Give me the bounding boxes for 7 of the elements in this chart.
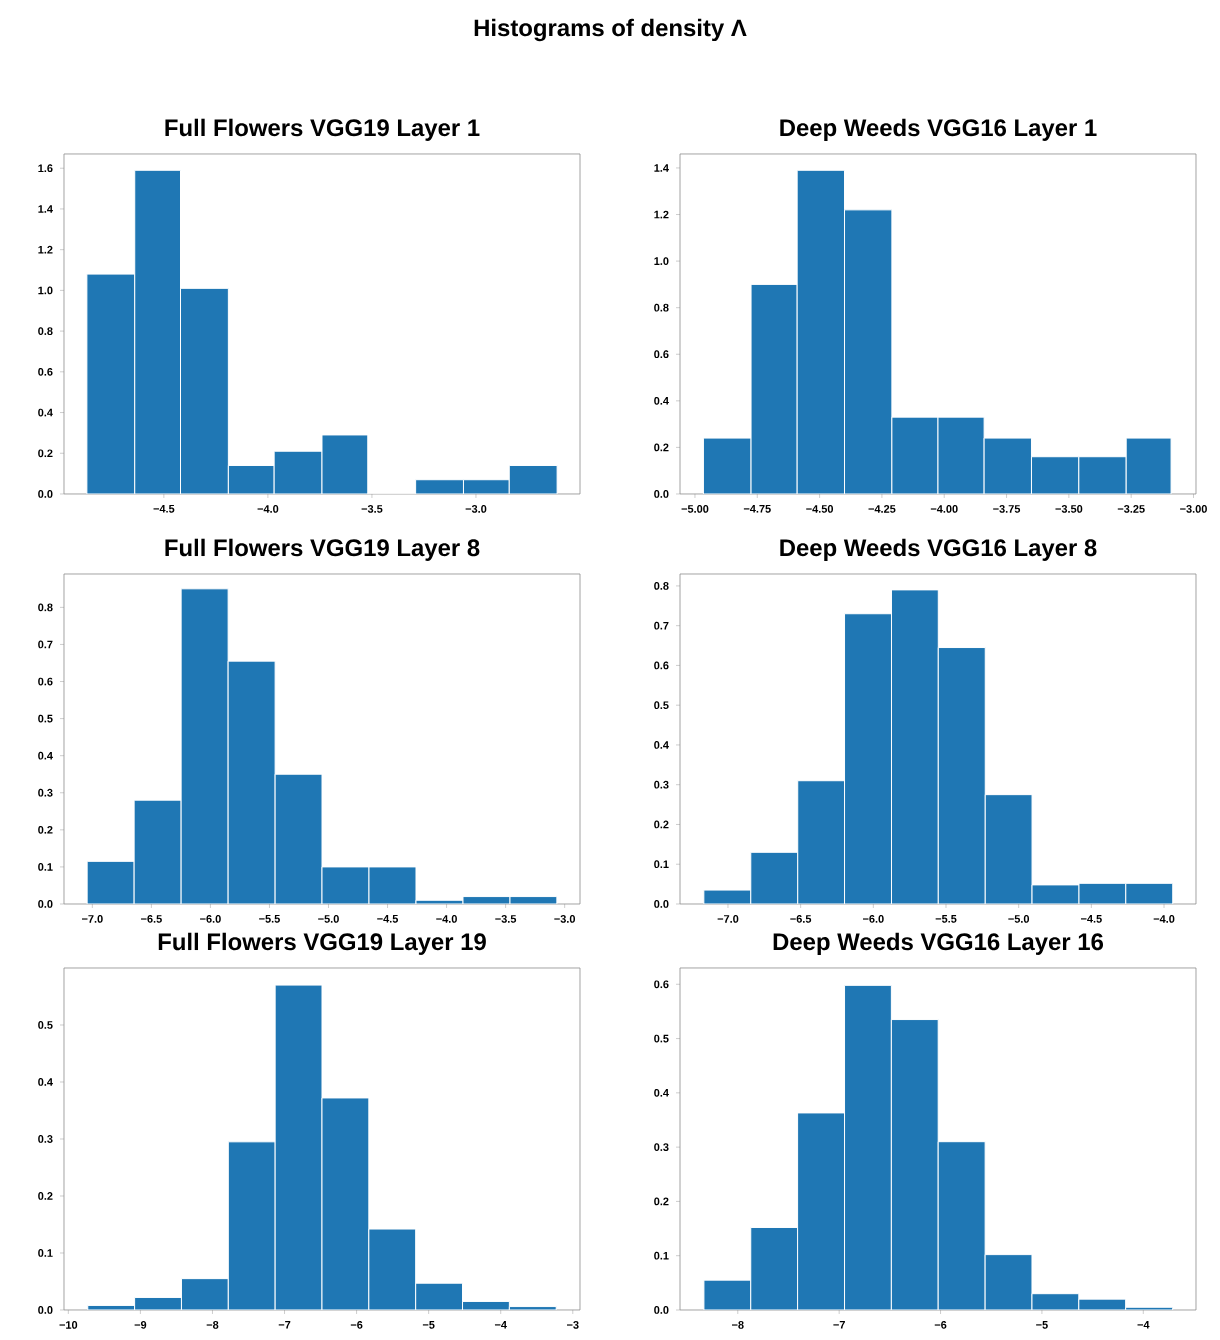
chart-title: Full Flowers VGG19 Layer 1	[165, 118, 480, 141]
text: Histograms of density Λ	[474, 18, 747, 42]
chart-title: Deep Weeds VGG16 Layer 16	[773, 932, 1104, 955]
chart-title: Full Flowers VGG19 Layer 8	[165, 538, 480, 562]
chart-title: Deep Weeds VGG16 Layer 8	[780, 538, 1097, 561]
chart-title: Full Flowers VGG19 Layer 19	[158, 932, 486, 956]
chart-title: Deep Weeds VGG16 Layer 1	[780, 118, 1097, 141]
